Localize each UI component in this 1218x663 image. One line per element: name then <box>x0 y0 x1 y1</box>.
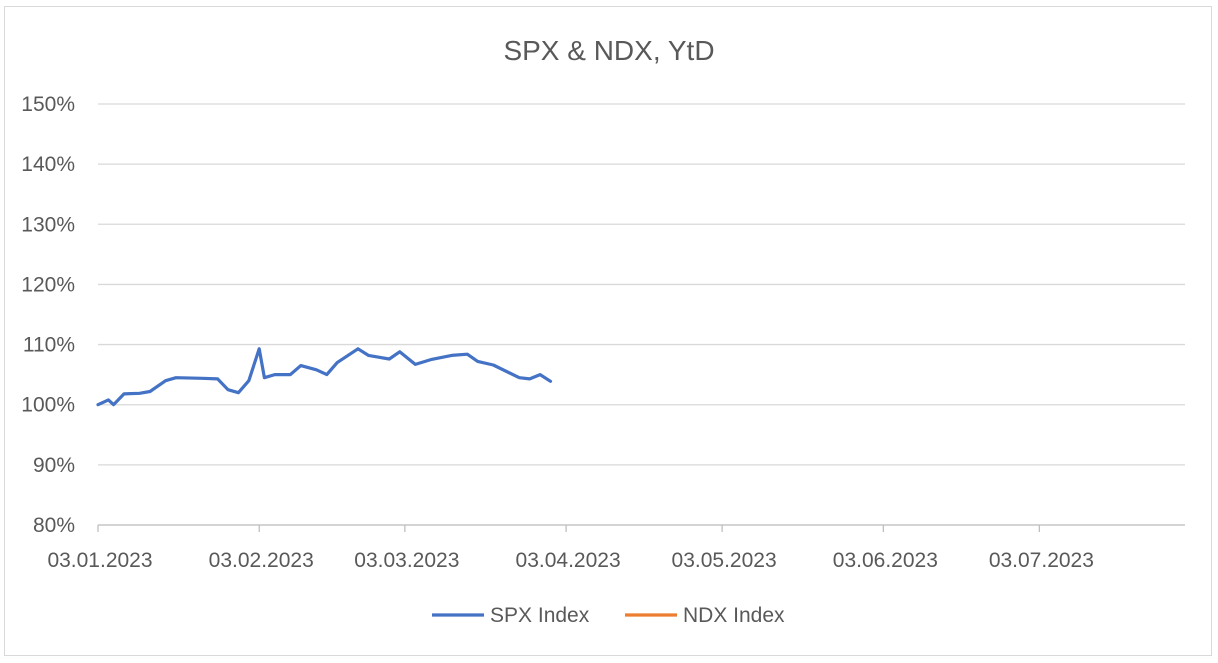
legend-label: SPX Index <box>490 604 590 627</box>
x-tick-label: 03.01.2023 <box>47 549 152 572</box>
y-tick-label: 140% <box>21 153 75 176</box>
chart-title: SPX & NDX, YtD <box>503 35 714 66</box>
chart-frame <box>4 6 1212 656</box>
x-tick-label: 03.06.2023 <box>833 549 938 572</box>
y-tick-label: 150% <box>21 93 75 116</box>
series-lines <box>96 347 553 407</box>
legend-label: NDX Index <box>683 604 785 627</box>
gridlines <box>98 103 1185 526</box>
x-tick-label: 03.04.2023 <box>516 549 621 572</box>
x-tick-label: 03.02.2023 <box>209 549 314 572</box>
y-tick-label: 120% <box>21 273 75 296</box>
y-axis-ticks: 80% 90% 100% 110% 120% 130% 140% 150% <box>21 93 75 537</box>
y-tick-label: 100% <box>21 394 75 417</box>
x-tick-label: 03.07.2023 <box>989 549 1094 572</box>
y-tick-label: 80% <box>33 514 75 537</box>
series-line-spx <box>96 347 553 407</box>
x-tick-label: 03.03.2023 <box>354 549 459 572</box>
y-tick-label: 90% <box>33 454 75 477</box>
x-axis: 03.01.2023 03.02.2023 03.03.2023 03.04.2023… <box>47 524 1185 572</box>
y-tick-label: 110% <box>23 334 75 357</box>
x-tick-label: 03.05.2023 <box>672 549 777 572</box>
y-tick-label: 130% <box>21 213 75 236</box>
legend: SPX Index NDX Index <box>432 604 785 627</box>
